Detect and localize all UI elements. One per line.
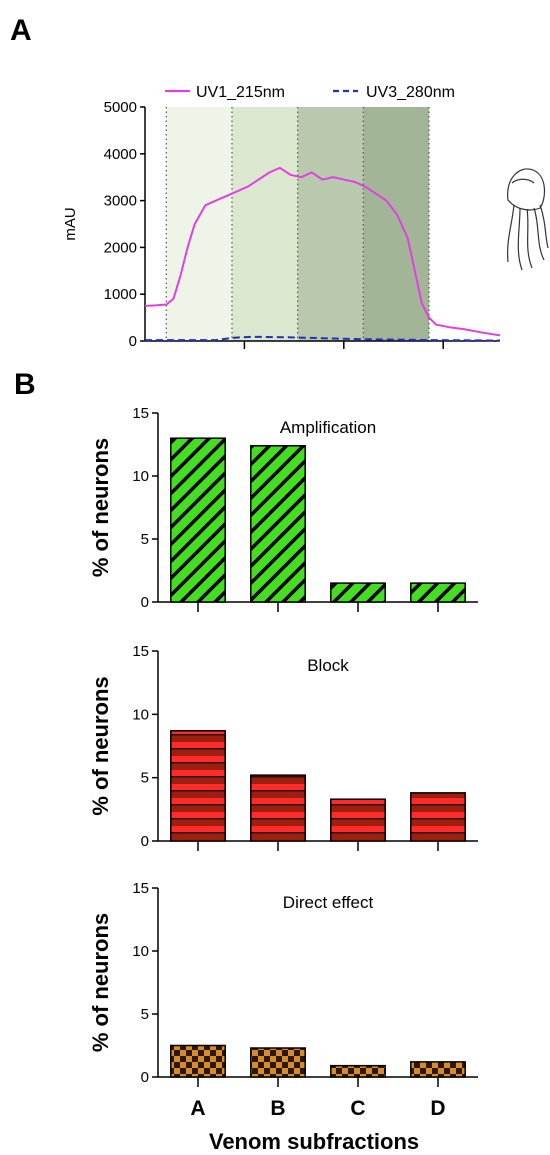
y-tick-label: 10 [132, 943, 149, 960]
x-tick-label: D [430, 1097, 445, 1120]
bar-b [250, 774, 306, 842]
y-tick-label: 3000 [104, 193, 137, 210]
y-tick-label: 2000 [104, 239, 137, 256]
bar-c [330, 1064, 386, 1078]
bar-a [170, 1044, 226, 1078]
bar-chart-block: 0 5 10 15 Block % of neurons [88, 643, 478, 851]
y-tick-label: 0 [141, 833, 149, 850]
x-tick-label: A [190, 1097, 205, 1120]
fraction-band-b [231, 107, 298, 341]
y-tick-label: 15 [132, 880, 149, 897]
legend: UV1_215nm UV3_280nm [165, 84, 455, 101]
chromatogram: 0 1000 2000 3000 4000 5000 mAU UV1_215nm UV3_280… [62, 84, 501, 350]
legend-label-uv3: UV3_280nm [366, 84, 455, 101]
x-tick-label: B [270, 1097, 285, 1120]
bar-chart-amplification: 0 5 10 15 Amplification % of neurons [88, 405, 478, 612]
bar-d [410, 1061, 466, 1078]
y-axis-title: % of neurons [88, 676, 113, 815]
y-tick-label: 5 [141, 770, 149, 787]
y-tick-label: 5 [141, 531, 149, 548]
bar-b [250, 445, 306, 603]
y-tick-label: 0 [129, 333, 137, 350]
y-axis-title: % of neurons [88, 913, 113, 1052]
y-tick-label: 15 [132, 405, 149, 422]
jellyfish-icon [507, 168, 549, 271]
y-tick-label: 0 [141, 1069, 149, 1086]
y-axis-title: mAU [62, 207, 79, 240]
panel-label-a: A [10, 14, 32, 47]
y-tick-label: 15 [132, 643, 149, 660]
bar-d [410, 582, 466, 603]
legend-label-uv1: UV1_215nm [196, 84, 285, 101]
y-tick-label: 10 [132, 706, 149, 723]
chart-subtitle: Block [307, 656, 349, 675]
y-tick-label: 0 [141, 594, 149, 611]
bar-a [170, 437, 226, 603]
panel-label-b: B [14, 368, 36, 401]
x-tick-label: C [350, 1097, 365, 1120]
chart-subtitle: Amplification [280, 418, 376, 437]
y-tick-label: 4000 [104, 146, 137, 163]
fraction-band-d [363, 107, 429, 341]
fraction-band-c [297, 107, 364, 341]
fraction-band-a [166, 107, 232, 341]
chart-subtitle: Direct effect [283, 893, 374, 912]
series-line-uv3_280nm [145, 335, 501, 342]
bar-c [330, 798, 386, 842]
x-axis-title: Venom subfractions [209, 1129, 419, 1154]
bar-b [250, 1047, 306, 1078]
y-tick-label: 5 [141, 1006, 149, 1023]
y-axis-title: % of neurons [88, 438, 113, 577]
bar-a [170, 730, 226, 842]
y-tick-label: 10 [132, 468, 149, 485]
y-tick-label: 5000 [104, 99, 137, 116]
bar-c [330, 582, 386, 603]
bar-d [410, 792, 466, 842]
series-line-uv1_215nm [144, 166, 501, 337]
bar-chart-direct-effect: 0 5 10 15 A B C D Direct effect % of neurons Venom… [88, 880, 478, 1154]
y-tick-label: 1000 [104, 286, 137, 303]
